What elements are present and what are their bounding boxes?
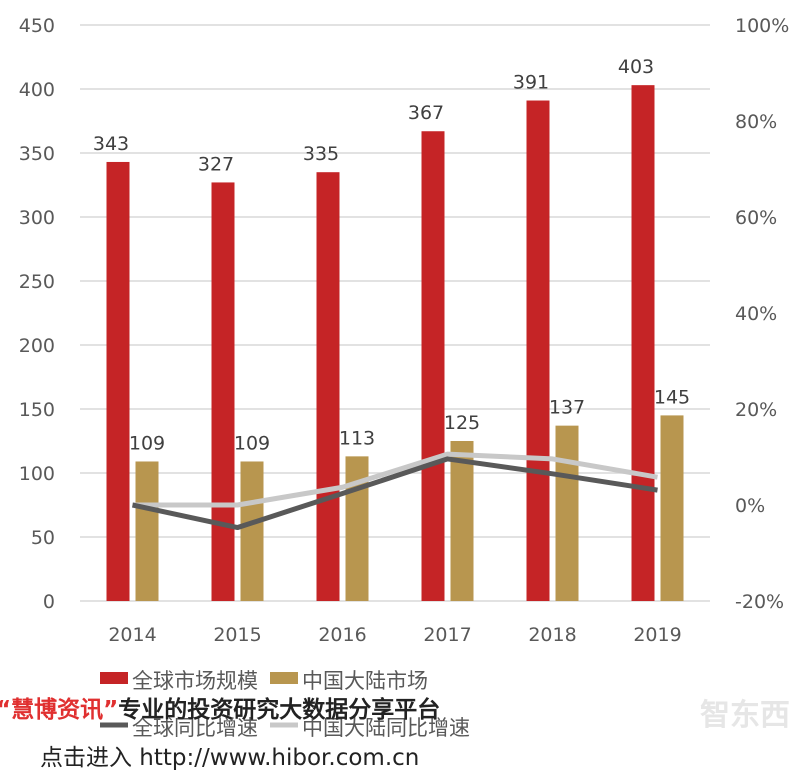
data-label: 327 — [198, 153, 234, 175]
bar-china — [660, 415, 684, 601]
line-global-growth — [131, 456, 658, 531]
bar-global — [421, 131, 445, 602]
y-right-tick-label: 100% — [735, 15, 789, 37]
bar-china — [555, 425, 579, 601]
y-right-tick-label: 0% — [735, 495, 765, 517]
data-label: 137 — [549, 397, 585, 419]
x-tick-label: 2015 — [213, 624, 261, 646]
data-label: 109 — [129, 432, 165, 454]
bar-global — [211, 182, 235, 601]
watermark-slogan-text: 专业的投资研究大数据分享平台 — [118, 697, 441, 723]
data-label: 367 — [408, 102, 444, 124]
y-left-tick-label: 100 — [19, 463, 55, 485]
watermark-slogan: “慧博资讯”专业的投资研究大数据分享平台 — [0, 690, 440, 724]
y-right-tick-label: 80% — [735, 111, 777, 133]
legend-swatch — [270, 672, 298, 684]
y-left-tick-label: 450 — [19, 15, 55, 37]
bar-china — [450, 441, 474, 601]
data-label: 109 — [234, 432, 270, 454]
data-label: 403 — [618, 56, 654, 78]
bar-china — [135, 461, 159, 601]
y-right-tick-label: -20% — [735, 591, 784, 613]
line-china-growth — [132, 451, 658, 508]
legend-label: 全球同比增速 — [132, 716, 258, 740]
x-tick-label: 2016 — [318, 624, 366, 646]
data-label: 335 — [303, 143, 339, 165]
legend-swatch — [100, 672, 128, 684]
y-left-tick-label: 200 — [19, 335, 55, 357]
watermark-logo: 智东西 — [700, 698, 790, 733]
y-right-tick-label: 60% — [735, 207, 777, 229]
x-tick-label: 2014 — [108, 624, 156, 646]
legend-label: 中国大陆市场 — [302, 669, 428, 693]
y-left-tick-label: 250 — [19, 271, 55, 293]
y-left-tick-label: 50 — [31, 527, 55, 549]
y-left-tick-label: 350 — [19, 143, 55, 165]
legend-label: 全球市场规模 — [132, 669, 258, 693]
data-label: 391 — [513, 72, 549, 94]
y-right-tick-label: 20% — [735, 399, 777, 421]
watermark-brand: “慧博资讯” — [0, 697, 119, 723]
legend-label: 中国大陆同比增速 — [302, 716, 470, 740]
bar-global — [631, 85, 655, 601]
data-label: 113 — [339, 427, 375, 449]
watermark-link[interactable]: 点击进入 http://www.hibor.com.cn — [40, 745, 420, 771]
y-left-tick-label: 300 — [19, 207, 55, 229]
y-left-tick-label: 150 — [19, 399, 55, 421]
bar-global — [316, 172, 340, 601]
data-label: 125 — [444, 412, 480, 434]
data-label: 145 — [654, 386, 690, 408]
y-left-tick-label: 400 — [19, 79, 55, 101]
y-left-tick-label: 0 — [43, 591, 55, 613]
data-label: 343 — [93, 133, 129, 155]
chart: 0 50 100 150 200 250 300 350 400 450 -20% 0% 20% 40% 6… — [19, 15, 790, 740]
bar-global — [526, 100, 550, 602]
x-tick-label: 2018 — [528, 624, 576, 646]
y-right-tick-label: 40% — [735, 303, 777, 325]
x-tick-label: 2017 — [423, 624, 471, 646]
bar-china — [240, 461, 264, 601]
x-tick-label: 2019 — [633, 624, 681, 646]
bar-global — [106, 161, 130, 601]
